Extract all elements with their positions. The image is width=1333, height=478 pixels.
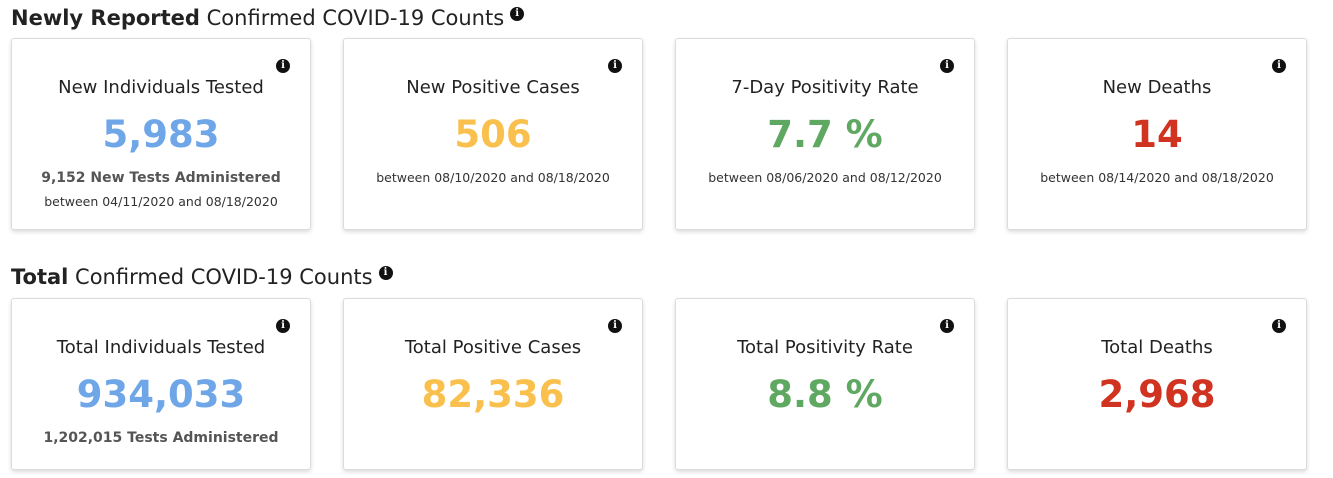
section-title-total: Total Confirmed COVID-19 Counts i — [11, 264, 393, 290]
info-icon[interactable]: i — [1272, 59, 1286, 73]
card-total-deaths: i Total Deaths 2,968 — [1007, 298, 1307, 470]
card-value: 506 — [454, 113, 532, 156]
card-value: 934,033 — [76, 373, 246, 416]
card-sub-bold: 9,152 New Tests Administered — [41, 170, 281, 186]
card-new-individuals-tested: i New Individuals Tested 5,983 9,152 New… — [11, 38, 311, 230]
info-icon[interactable]: i — [378, 266, 393, 280]
card-total-positive-cases: i Total Positive Cases 82,336 — [343, 298, 643, 470]
info-icon[interactable]: i — [276, 319, 290, 333]
card-date-range: between 08/06/2020 and 08/12/2020 — [708, 170, 942, 185]
section-title-rest: Confirmed COVID-19 Counts — [199, 6, 505, 30]
card-title: New Positive Cases — [406, 77, 580, 98]
card-title: New Deaths — [1102, 77, 1212, 98]
card-date-range: between 08/14/2020 and 08/18/2020 — [1040, 170, 1274, 185]
card-new-deaths: i New Deaths 14 between 08/14/2020 and 0… — [1007, 38, 1307, 230]
section-title-bold: Total — [11, 265, 69, 289]
info-icon[interactable]: i — [276, 59, 290, 73]
card-value: 14 — [1131, 113, 1183, 156]
card-value: 8.8 % — [767, 373, 883, 416]
info-icon[interactable]: i — [510, 7, 525, 21]
card-title: 7-Day Positivity Rate — [731, 77, 919, 98]
card-title: Total Positive Cases — [404, 337, 582, 358]
card-total-positivity-rate: i Total Positivity Rate 8.8 % — [675, 298, 975, 470]
card-total-individuals-tested: i Total Individuals Tested 934,033 1,202… — [11, 298, 311, 470]
info-icon[interactable]: i — [608, 319, 622, 333]
card-value: 5,983 — [102, 113, 220, 156]
card-7-day-positivity-rate: i 7-Day Positivity Rate 7.7 % between 08… — [675, 38, 975, 230]
card-value: 7.7 % — [767, 113, 883, 156]
info-icon[interactable]: i — [1272, 319, 1286, 333]
card-title: Total Positivity Rate — [737, 337, 913, 358]
card-date-range: between 04/11/2020 and 08/18/2020 — [44, 194, 278, 209]
card-sub-bold: 1,202,015 Tests Administered — [43, 430, 279, 446]
card-value: 2,968 — [1098, 373, 1216, 416]
card-value: 82,336 — [421, 373, 565, 416]
card-title: Total Individuals Tested — [56, 337, 266, 358]
info-icon[interactable]: i — [940, 319, 954, 333]
card-new-positive-cases: i New Positive Cases 506 between 08/10/2… — [343, 38, 643, 230]
card-title: Total Deaths — [1101, 337, 1213, 358]
info-icon[interactable]: i — [608, 59, 622, 73]
info-icon[interactable]: i — [940, 59, 954, 73]
section-title-newly-reported: Newly Reported Confirmed COVID-19 Counts… — [11, 5, 525, 31]
card-title: New Individuals Tested — [58, 77, 264, 98]
section-title-rest: Confirmed COVID-19 Counts — [68, 265, 373, 289]
card-date-range: between 08/10/2020 and 08/18/2020 — [376, 170, 610, 185]
section-title-bold: Newly Reported — [11, 6, 200, 30]
